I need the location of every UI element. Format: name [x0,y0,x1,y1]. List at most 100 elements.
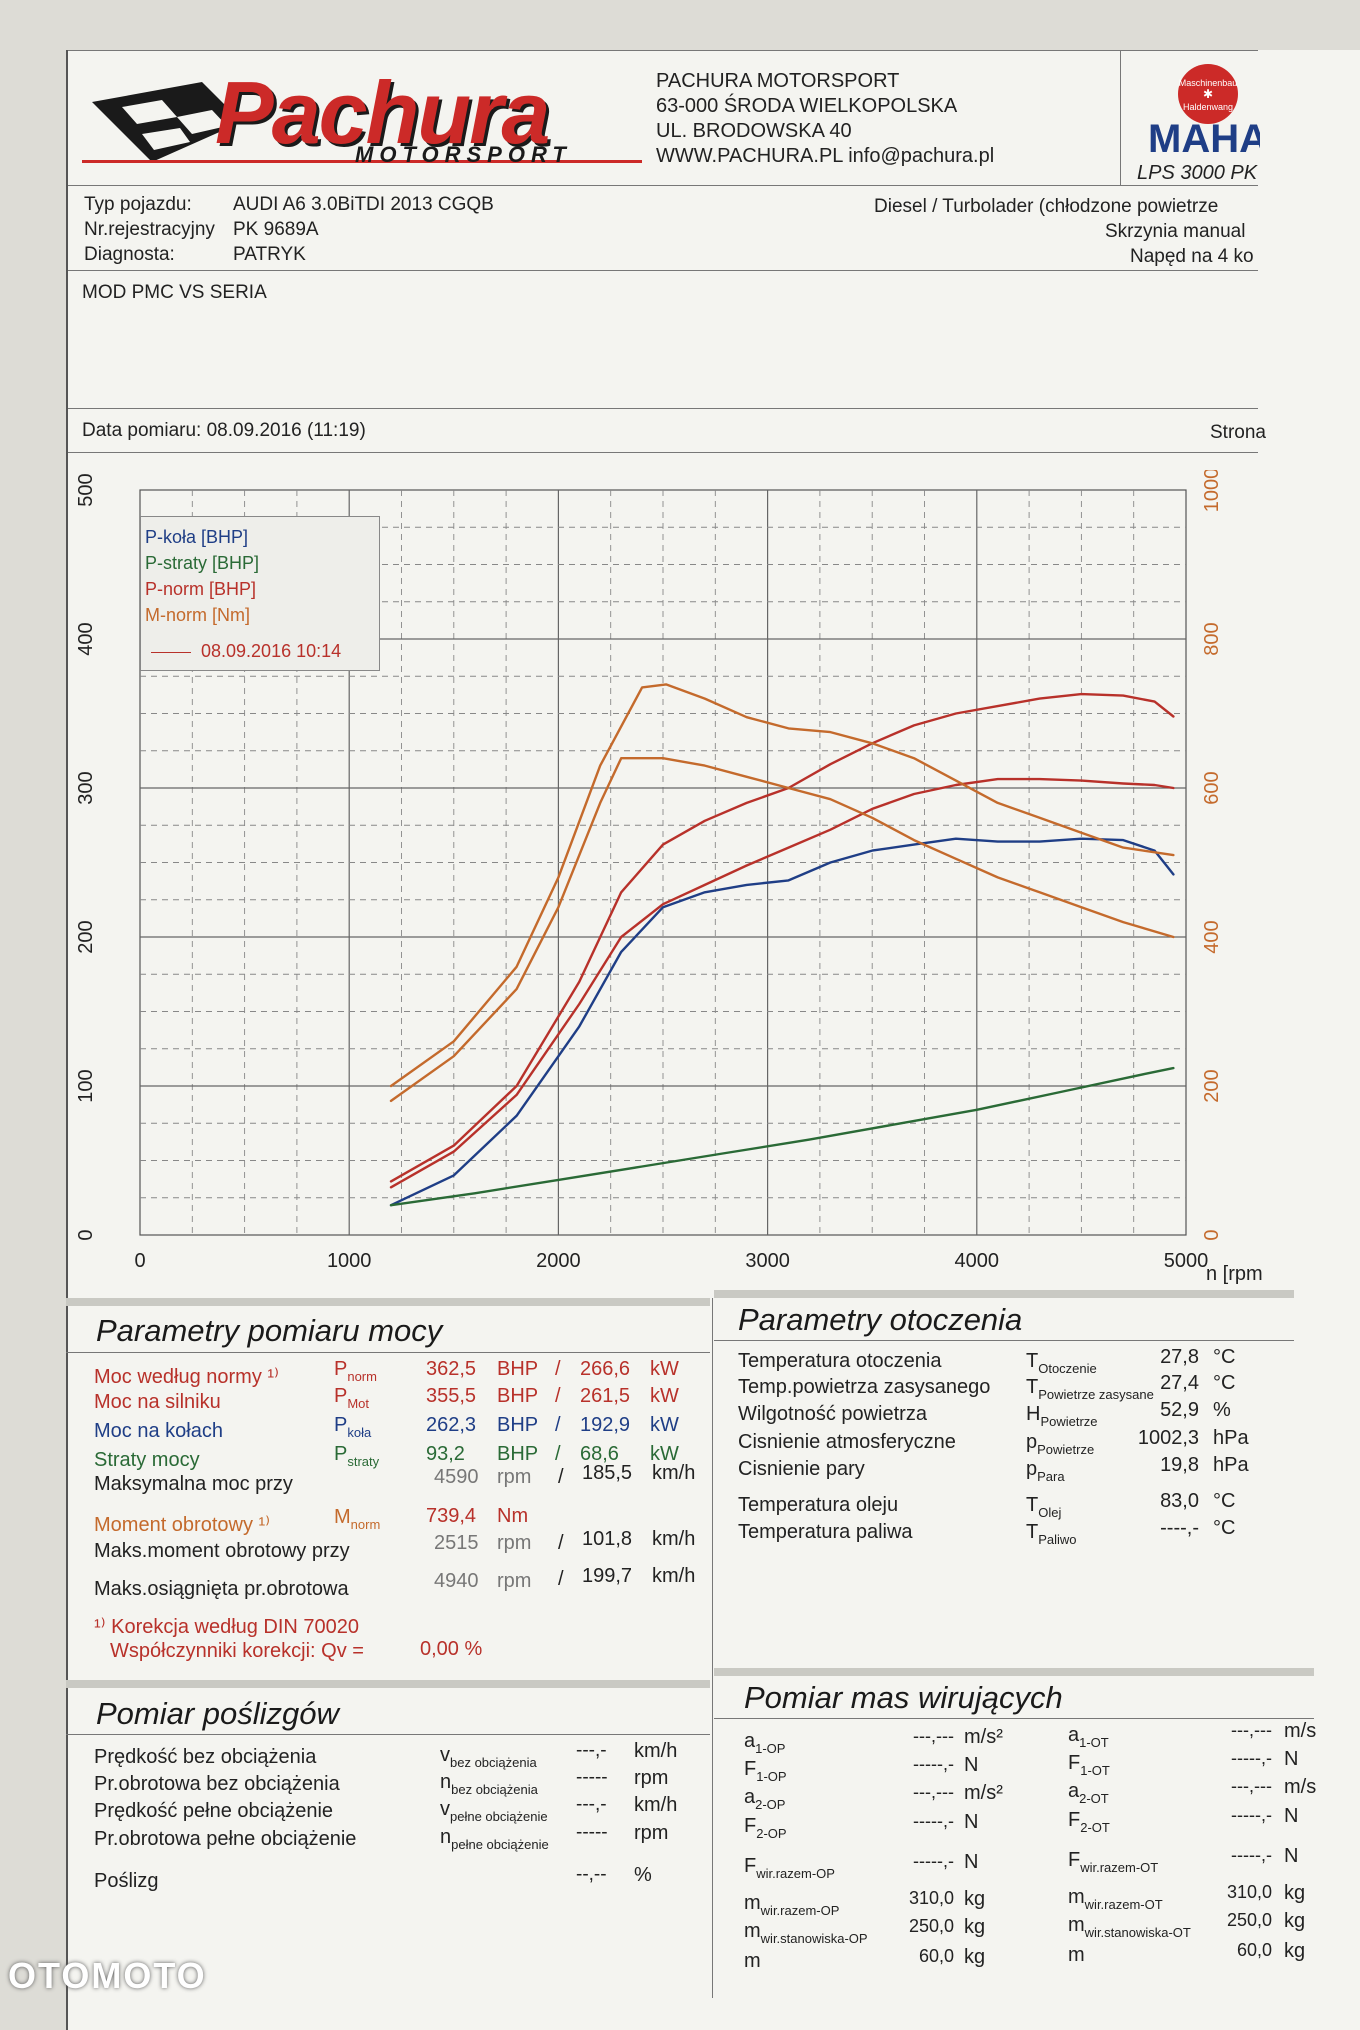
ambient-row-label: Cisnienie atmosferyczne [738,1431,956,1453]
power-row-bhp: 262,3 [426,1414,477,1436]
x-tick-label: 1000 [327,1250,372,1272]
x-tick-label: 4000 [955,1250,1000,1272]
power-row-bhp: 362,5 [426,1358,477,1380]
ambient-row-label: Temp.powietrza zasysanego [738,1376,991,1398]
slip-row-label: Pr.obrotowa pełne obciążenie [94,1828,357,1850]
mass-right-value: -----,- [1231,1805,1272,1825]
max-torque-label: Maks.moment obrotowy przy [94,1540,350,1562]
y-left-tick-label: 200 [75,920,97,953]
torque-symbol: Mnorm [334,1506,381,1532]
ambient-row-value: 27,4 [1160,1372,1199,1394]
ambient-row-label: Temperatura oleju [738,1494,899,1516]
ambient-row-symbol: TPowietrze zasysane [1026,1376,1154,1402]
mass-title-rule [714,1718,1314,1719]
company-name: PACHURA MOTORSPORT [656,70,900,92]
ambient-row-unit: hPa [1213,1427,1249,1449]
mass-right-symbol: mwir.razem-OT [1068,1886,1163,1912]
mass-left-symbol: mwir.razem-OP [744,1892,840,1918]
max-rpm-value: 4940 [434,1570,479,1592]
mass-left-unit: kg [964,1888,986,1910]
mass-right-symbol: a2-OT [1068,1780,1109,1806]
ambient-row-unit: °C [1213,1490,1236,1512]
logo-subtitle: MOTORSPORT [355,142,572,167]
max-torque-speed-unit: km/h [652,1528,696,1550]
ambient-row-symbol: pPara [1026,1458,1065,1484]
series-line-4 [389,683,1175,1088]
series-line-5 [389,757,1175,1103]
mass-left-symbol: a2-OP [744,1786,786,1812]
power-row-kw-unit: kW [650,1443,679,1465]
max-power-sep: / [558,1466,564,1488]
mass-right-value: -----,- [1231,1748,1272,1768]
power-row-sep: / [555,1443,561,1465]
y-right-tick-label: 400 [1201,920,1223,953]
ambient-row-unit: °C [1213,1517,1236,1539]
ambient-row-unit: °C [1213,1372,1236,1394]
power-row-bhp-unit: BHP [497,1385,539,1407]
power-section-title: Parametry pomiaru mocy [96,1313,443,1348]
mass-right-unit: kg [1284,1940,1306,1962]
mass-section-title: Pomiar mas wirujących [744,1680,1063,1715]
max-torque-sep: / [558,1532,564,1554]
series-line-3 [389,777,1175,1189]
power-row-label: Straty mocy [94,1449,200,1471]
ambient-row-symbol: HPowietrze [1026,1403,1098,1429]
mass-right-unit: kg [1284,1882,1306,1904]
max-power-label: Maksymalna moc przy [94,1473,293,1495]
x-tick-label: 0 [134,1250,145,1272]
report-note: MOD PMC VS SERIA [82,282,267,303]
vehicle-reg-value: PK 9689A [233,219,319,240]
max-power-speed-unit: km/h [652,1462,696,1484]
mass-right-unit: m/s [1284,1720,1317,1742]
header-divider [1120,50,1121,185]
slip-row-unit: rpm [634,1767,669,1789]
max-rpm-speed: 199,7 [582,1565,633,1587]
logo-wordmark: Pachura [215,63,550,162]
slip-row-value: ----- [576,1822,608,1843]
mass-left-symbol: Fwir.razem-OP [744,1855,835,1881]
mass-right-symbol: Fwir.razem-OT [1068,1849,1159,1875]
legend-run-date: 08.09.2016 10:14 [201,641,342,661]
slip-row-label: Prędkość bez obciążenia [94,1746,317,1768]
legend-p-norm: P-norm [BHP] [145,579,257,599]
mass-left-symbol: mwir.stanowiska-OP [744,1920,868,1946]
measurement-date: Data pomiaru: 08.09.2016 (11:19) [82,420,366,441]
power-row-bhp-unit: BHP [497,1443,539,1465]
mass-left-value: 60,0 [918,1946,954,1966]
correction-note: ¹⁾ Korekcja według DIN 70020 [94,1616,360,1638]
power-row-bhp: 93,2 [426,1443,465,1465]
mass-right-symbol: a1-OT [1068,1724,1109,1750]
otomoto-watermark: OTOMOTO [8,1955,207,1996]
slip-row-label: Prędkość pełne obciążenie [94,1800,334,1822]
ambient-row-value: 52,9 [1160,1399,1199,1421]
mass-right-value: -----,- [1231,1845,1272,1865]
y-right-tick-label: 600 [1201,771,1223,804]
ambient-row-unit: °C [1213,1346,1236,1368]
legend-p-straty: P-straty [BHP] [145,553,260,573]
series-line-0 [389,837,1175,1207]
max-torque-rpm-unit: rpm [497,1532,532,1554]
header-top-rule [68,50,1258,51]
power-row-kw-unit: kW [650,1358,679,1380]
power-row-sep: / [555,1385,561,1407]
ambient-row-symbol: TOtoczenie [1026,1350,1097,1376]
x-tick-label: 5000 [1164,1250,1209,1272]
max-power-rpm-unit: rpm [497,1466,532,1488]
y-left-tick-label: 300 [75,771,97,804]
mass-right-value: 310,0 [1226,1882,1272,1902]
legend-run-line [151,652,191,653]
mass-left-value: ---,--- [913,1782,954,1802]
vehicle-type-label: Typ pojazdu: [84,194,192,215]
x-axis-label: n [rpm [1206,1263,1263,1285]
diagnostician-value: PATRYK [233,244,306,265]
max-rpm-speed-unit: km/h [652,1565,696,1587]
mass-left-unit: N [964,1754,979,1776]
slip-row-label: Pr.obrotowa bez obciążenia [94,1773,340,1795]
mass-right-unit: kg [1284,1910,1306,1932]
slip-row-unit: km/h [634,1740,678,1762]
legend-p-kola: P-koła [BHP] [145,527,249,547]
y-right-tick-label: 800 [1201,622,1223,655]
slip-row-unit: % [634,1864,652,1886]
max-power-speed: 185,5 [582,1462,633,1484]
slip-row-unit: km/h [634,1794,678,1816]
